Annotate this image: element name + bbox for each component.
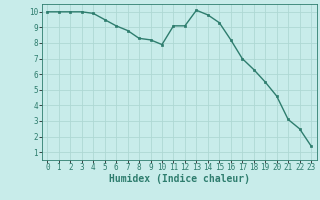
X-axis label: Humidex (Indice chaleur): Humidex (Indice chaleur) xyxy=(109,174,250,184)
